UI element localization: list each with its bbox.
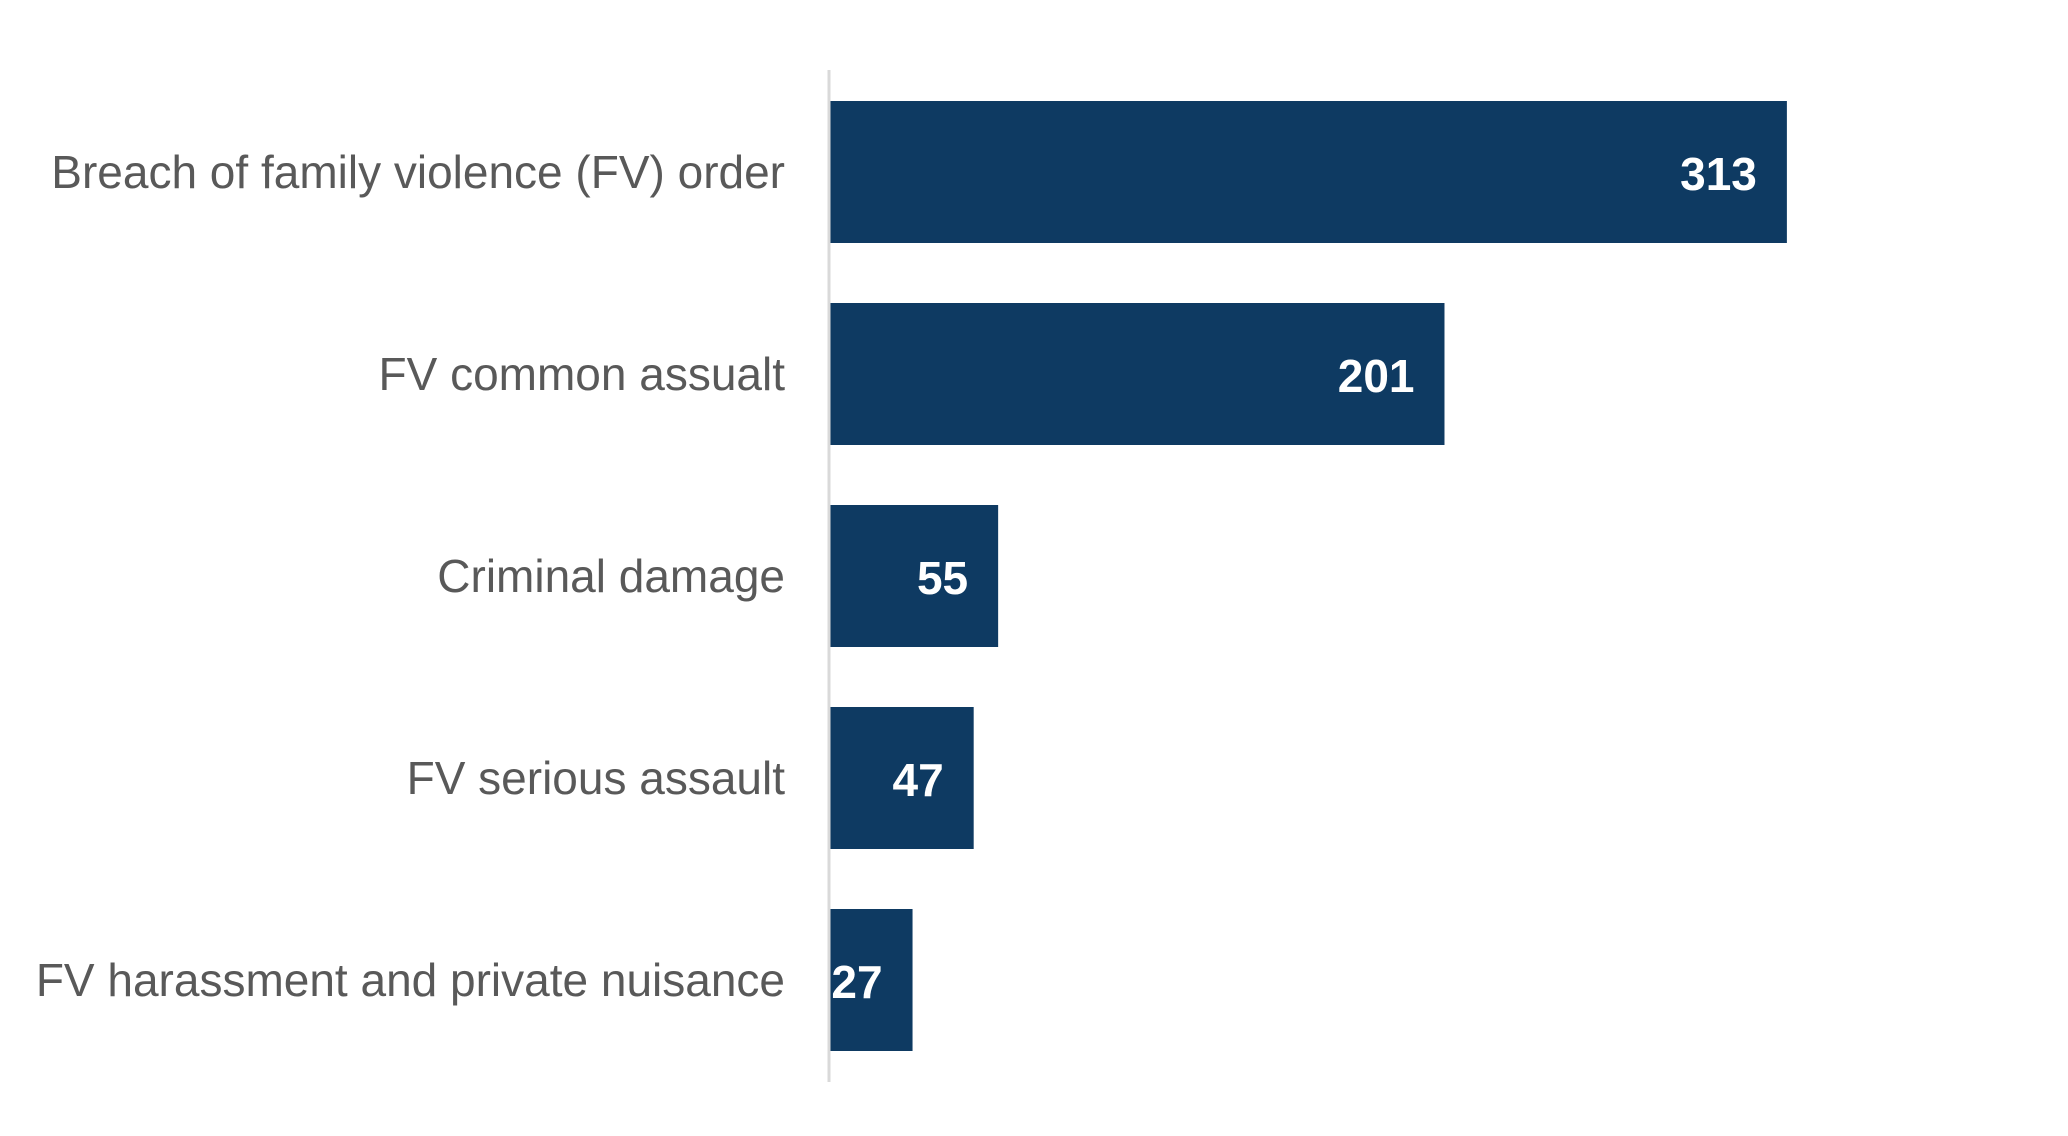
category-label-4: FV harassment and private nuisance xyxy=(36,954,785,1006)
category-labels-group: Breach of family violence (FV) order FV c… xyxy=(36,146,785,1006)
value-label-3: 47 xyxy=(893,754,944,806)
value-labels-group: 313 201 55 47 27 xyxy=(831,148,1757,1008)
value-label-2: 55 xyxy=(917,552,968,604)
bar-4 xyxy=(830,909,913,1051)
category-label-2: Criminal damage xyxy=(437,550,785,602)
value-label-1: 201 xyxy=(1338,350,1415,402)
category-label-1: FV common assualt xyxy=(379,348,786,400)
bar-1 xyxy=(830,303,1445,445)
bar-0 xyxy=(830,101,1787,243)
value-label-4: 27 xyxy=(831,956,882,1008)
category-label-3: FV serious assault xyxy=(407,752,786,804)
bar-2 xyxy=(830,505,999,647)
value-label-0: 313 xyxy=(1680,148,1757,200)
category-label-0: Breach of family violence (FV) order xyxy=(51,146,785,198)
bars-group xyxy=(830,101,1787,1051)
bar-3 xyxy=(830,707,974,849)
